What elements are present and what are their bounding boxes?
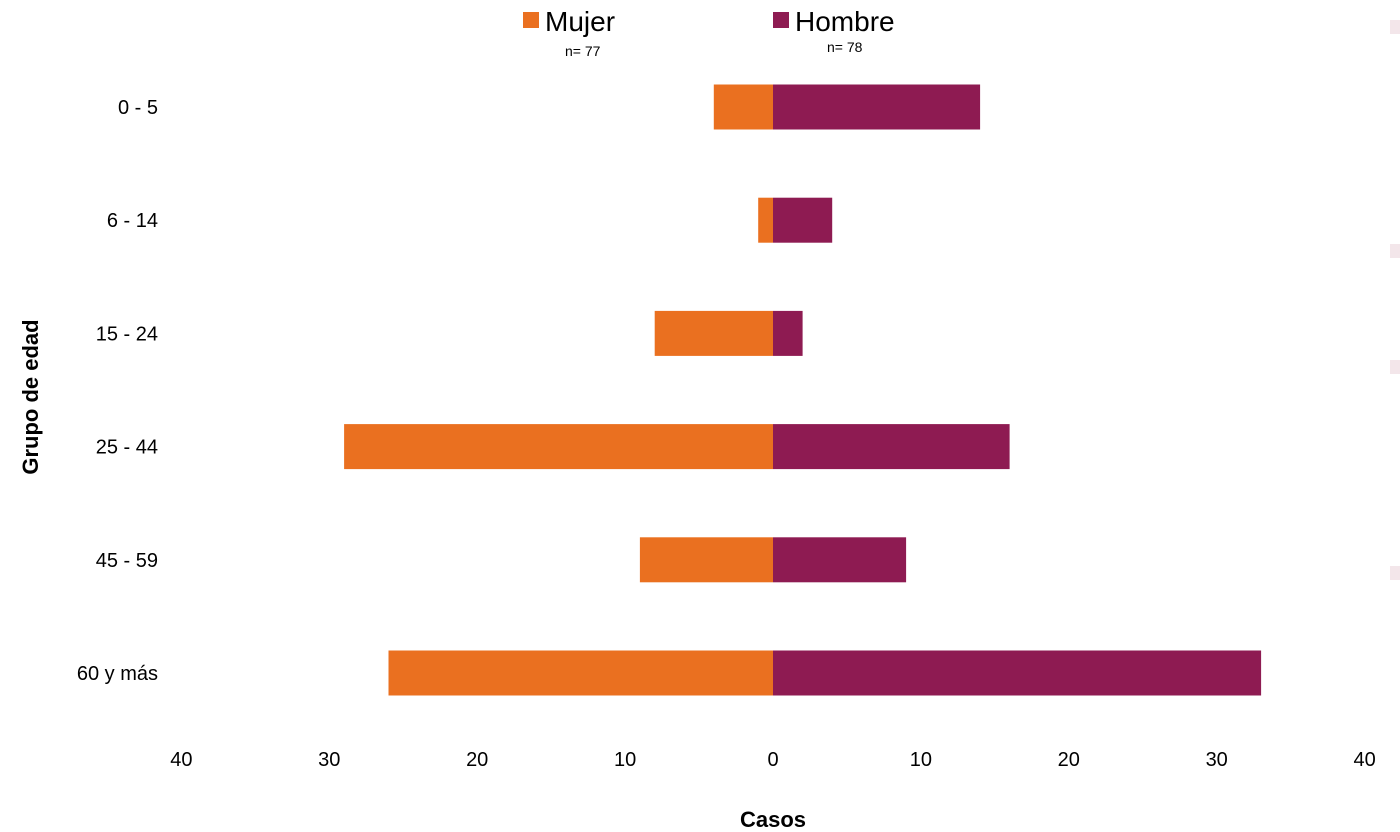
x-tick-label: 10 (910, 749, 932, 771)
bar-hombre-4 (773, 537, 907, 583)
edge-mark (1390, 244, 1400, 258)
x-axis-title: Casos (740, 807, 806, 832)
y-tick-label: 60 y más (77, 663, 158, 685)
x-tick-label: 20 (1058, 749, 1080, 771)
y-axis-title: Grupo de edad (18, 319, 43, 474)
legend: Mujer n= 77 Hombre n= 78 (523, 6, 895, 59)
bar-mujer-5 (388, 650, 773, 696)
y-tick-label: 0 - 5 (118, 97, 158, 119)
legend-n-hombre: n= 78 (827, 39, 863, 55)
edge-mark (1390, 360, 1400, 374)
edge-mark (1390, 20, 1400, 34)
bar-mujer-4 (639, 537, 773, 583)
y-tick-label: 45 - 59 (96, 550, 158, 572)
y-tick-label: 15 - 24 (96, 323, 158, 345)
legend-label-mujer: Mujer (545, 6, 615, 37)
y-tick-labels: 0 - 5 6 - 14 15 - 24 25 - 44 45 - 59 60 y más (77, 97, 158, 685)
bar-hombre-1 (773, 197, 833, 243)
y-tick-label: 6 - 14 (107, 210, 158, 232)
bar-hombre-2 (773, 310, 803, 356)
legend-swatch-hombre (773, 12, 789, 28)
x-tick-label: 40 (170, 749, 192, 771)
legend-label-hombre: Hombre (795, 6, 895, 37)
bar-hombre-0 (773, 84, 981, 130)
x-tick-label: 0 (767, 749, 778, 771)
bar-mujer-2 (654, 310, 773, 356)
legend-swatch-mujer (523, 12, 539, 28)
bar-hombre-5 (773, 650, 1262, 696)
bars-group (344, 84, 1262, 696)
y-tick-label: 25 - 44 (96, 437, 158, 459)
bar-mujer-1 (758, 197, 773, 243)
x-tick-labels: 40 30 20 10 0 10 20 30 40 (170, 749, 1375, 771)
x-tick-label: 20 (466, 749, 488, 771)
x-tick-label: 10 (614, 749, 636, 771)
x-tick-label: 30 (318, 749, 340, 771)
bar-mujer-0 (713, 84, 773, 130)
bar-hombre-3 (773, 424, 1010, 470)
bar-mujer-3 (344, 424, 773, 470)
legend-n-mujer: n= 77 (565, 43, 601, 59)
x-tick-label: 40 (1353, 749, 1375, 771)
x-tick-label: 30 (1206, 749, 1228, 771)
edge-mark (1390, 566, 1400, 580)
